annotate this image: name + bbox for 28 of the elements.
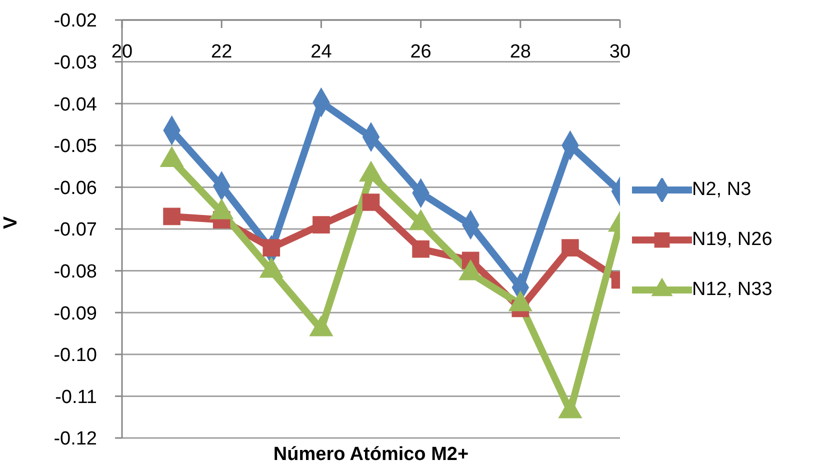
x-tick-label: 28 [510, 41, 531, 62]
point [262, 239, 280, 256]
y-axis-title: V [0, 216, 22, 229]
y-tick-label: -0.04 [54, 94, 98, 116]
x-tick-label: 30 [609, 41, 631, 62]
y-tick-label: -0.09 [54, 303, 97, 324]
y-tick-label: -0.05 [54, 136, 97, 158]
x-tick-label: 22 [211, 41, 232, 62]
legend-label: N2, N3 [692, 179, 752, 201]
y-tick-label: -0.07 [54, 220, 97, 241]
y-tick-label: -0.11 [55, 386, 97, 408]
point [412, 240, 430, 258]
x-axis-title: Número Atómico M2+ [272, 444, 470, 466]
x-tick-label: 26 [410, 41, 432, 62]
y-tick-label: -0.10 [54, 345, 97, 366]
legend-label: N19, N26 [692, 229, 772, 251]
y-tick-label: -0.12 [54, 428, 97, 450]
y-tick-label: -0.03 [54, 52, 97, 74]
y-tick-label: -0.06 [54, 178, 97, 199]
y-tick-label: -0.02 [54, 10, 97, 32]
x-tick-label: 24 [310, 41, 332, 62]
x-tick-label: 20 [111, 41, 133, 62]
legend-label: N12, N33 [692, 279, 772, 301]
point [362, 194, 380, 211]
point [312, 216, 330, 234]
y-tick-label: -0.08 [54, 262, 97, 283]
point [163, 208, 180, 226]
point [562, 239, 579, 256]
